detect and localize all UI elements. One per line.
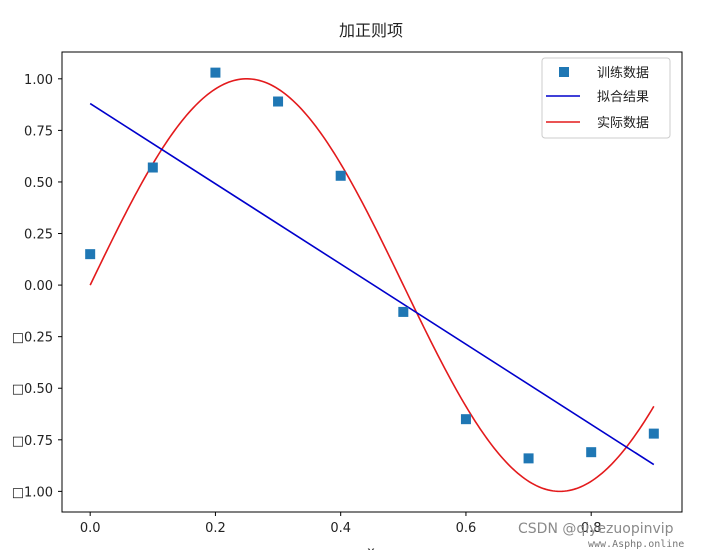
x-tick-label: 0.6 bbox=[456, 521, 477, 536]
training-point bbox=[460, 414, 471, 425]
y-tick-label: 0.00 bbox=[24, 279, 53, 294]
training-point bbox=[523, 453, 534, 464]
training-point bbox=[85, 249, 96, 260]
legend-label-training: 训练数据 bbox=[597, 66, 649, 81]
x-tick-label: 0.0 bbox=[80, 521, 101, 536]
x-axis-label: x bbox=[367, 545, 375, 550]
y-tick-label: 0.75 bbox=[24, 124, 53, 139]
plot-area bbox=[85, 67, 659, 493]
y-tick-label: 0.25 bbox=[24, 228, 53, 243]
training-point bbox=[648, 428, 659, 439]
training-point bbox=[210, 67, 221, 78]
x-axis: 0.0 0.2 0.4 0.6 0.8 bbox=[80, 512, 602, 536]
x-tick-label: 0.2 bbox=[205, 521, 226, 536]
training-point bbox=[335, 170, 346, 181]
y-tick-label: □0.50 bbox=[12, 382, 53, 397]
y-axis: 1.00 0.75 0.50 0.25 0.00 □0.25 □0.50 □0.75 □1.00 bbox=[12, 73, 62, 500]
plot-frame bbox=[61, 51, 683, 513]
y-tick-label: □0.75 bbox=[12, 434, 53, 449]
training-point bbox=[273, 96, 284, 107]
legend: 训练数据 拟合结果 实际数据 bbox=[541, 57, 671, 139]
y-tick-label: □1.00 bbox=[12, 485, 53, 500]
y-tick-label: 0.50 bbox=[24, 176, 53, 191]
legend-label-actual: 实际数据 bbox=[597, 116, 649, 131]
y-tick-label: 1.00 bbox=[24, 73, 53, 88]
legend-box bbox=[541, 57, 671, 139]
x-tick-label: 0.8 bbox=[581, 521, 602, 536]
x-tick-label: 0.4 bbox=[330, 521, 351, 536]
legend-label-fit: 拟合结果 bbox=[597, 90, 649, 105]
watermark-text: CSDN @qiyezuopinvip bbox=[518, 521, 674, 537]
training-point bbox=[147, 162, 158, 173]
series-fit-line bbox=[89, 102, 655, 466]
legend-marker-training bbox=[559, 67, 569, 77]
watermark-small-text: www.Asphp.online bbox=[588, 539, 684, 550]
training-point bbox=[586, 447, 597, 458]
y-tick-label: □0.25 bbox=[12, 331, 53, 346]
chart-title: 加正则项 bbox=[339, 21, 403, 40]
series-actual-line bbox=[89, 78, 655, 493]
training-point bbox=[398, 306, 409, 317]
